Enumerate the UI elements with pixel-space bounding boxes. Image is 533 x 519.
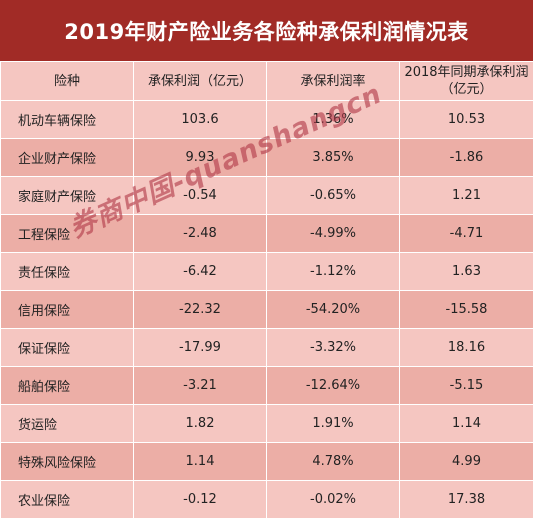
profit-cell: 1.14	[134, 443, 267, 481]
table-row: 船舶保险 -3.21 -12.64% -5.15	[1, 367, 533, 405]
table-row: 保证保险 -17.99 -3.32% 18.16	[1, 329, 533, 367]
insurance-type-cell: 船舶保险	[1, 367, 134, 405]
insurance-type-cell: 农业保险	[1, 481, 134, 519]
profit-cell: 103.6	[134, 101, 267, 139]
table-row: 货运险 1.82 1.91% 1.14	[1, 405, 533, 443]
table-row: 农业保险 -0.12 -0.02% 17.38	[1, 481, 533, 519]
profit-cell: 1.82	[134, 405, 267, 443]
profit-cell: -0.54	[134, 177, 267, 215]
header-underwriting-profit-rate: 承保利润率	[267, 62, 400, 101]
insurance-type-cell: 工程保险	[1, 215, 134, 253]
table-row: 工程保险 -2.48 -4.99% -4.71	[1, 215, 533, 253]
rate-cell: -4.99%	[267, 215, 400, 253]
prior-profit-cell: 17.38	[400, 481, 533, 519]
prior-profit-cell: 1.63	[400, 253, 533, 291]
prior-profit-cell: 1.14	[400, 405, 533, 443]
insurance-type-cell: 责任保险	[1, 253, 134, 291]
table-row: 家庭财产保险 -0.54 -0.65% 1.21	[1, 177, 533, 215]
insurance-type-cell: 家庭财产保险	[1, 177, 134, 215]
table-row: 特殊风险保险 1.14 4.78% 4.99	[1, 443, 533, 481]
table-row: 责任保险 -6.42 -1.12% 1.63	[1, 253, 533, 291]
profit-table: 险种 承保利润（亿元） 承保利润率 2018年同期承保利润（亿元） 机动车辆保险…	[0, 61, 533, 519]
prior-profit-cell: -1.86	[400, 139, 533, 177]
profit-cell: -6.42	[134, 253, 267, 291]
prior-profit-cell: -5.15	[400, 367, 533, 405]
prior-profit-cell: 10.53	[400, 101, 533, 139]
insurance-type-cell: 企业财产保险	[1, 139, 134, 177]
insurance-type-cell: 保证保险	[1, 329, 134, 367]
profit-cell: -3.21	[134, 367, 267, 405]
profit-cell: -2.48	[134, 215, 267, 253]
rate-cell: -54.20%	[267, 291, 400, 329]
header-row: 险种 承保利润（亿元） 承保利润率 2018年同期承保利润（亿元）	[1, 62, 533, 101]
insurance-type-cell: 信用保险	[1, 291, 134, 329]
rate-cell: -1.12%	[267, 253, 400, 291]
rate-cell: -3.32%	[267, 329, 400, 367]
prior-profit-cell: 18.16	[400, 329, 533, 367]
rate-cell: 3.85%	[267, 139, 400, 177]
header-prior-year-profit: 2018年同期承保利润（亿元）	[400, 62, 533, 101]
rate-cell: -0.65%	[267, 177, 400, 215]
rate-cell: 4.78%	[267, 443, 400, 481]
prior-profit-cell: 1.21	[400, 177, 533, 215]
rate-cell: -0.02%	[267, 481, 400, 519]
prior-profit-cell: 4.99	[400, 443, 533, 481]
rate-cell: 1.91%	[267, 405, 400, 443]
insurance-type-cell: 特殊风险保险	[1, 443, 134, 481]
table-row: 信用保险 -22.32 -54.20% -15.58	[1, 291, 533, 329]
profit-cell: 9.93	[134, 139, 267, 177]
table-row: 企业财产保险 9.93 3.85% -1.86	[1, 139, 533, 177]
prior-profit-cell: -4.71	[400, 215, 533, 253]
profit-cell: -0.12	[134, 481, 267, 519]
table-row: 机动车辆保险 103.6 1.36% 10.53	[1, 101, 533, 139]
table-title: 2019年财产险业务各险种承保利润情况表	[0, 0, 533, 61]
rate-cell: -12.64%	[267, 367, 400, 405]
profit-cell: -17.99	[134, 329, 267, 367]
insurance-type-cell: 货运险	[1, 405, 134, 443]
profit-cell: -22.32	[134, 291, 267, 329]
prior-profit-cell: -15.58	[400, 291, 533, 329]
rate-cell: 1.36%	[267, 101, 400, 139]
insurance-type-cell: 机动车辆保险	[1, 101, 134, 139]
header-insurance-type: 险种	[1, 62, 134, 101]
header-underwriting-profit: 承保利润（亿元）	[134, 62, 267, 101]
